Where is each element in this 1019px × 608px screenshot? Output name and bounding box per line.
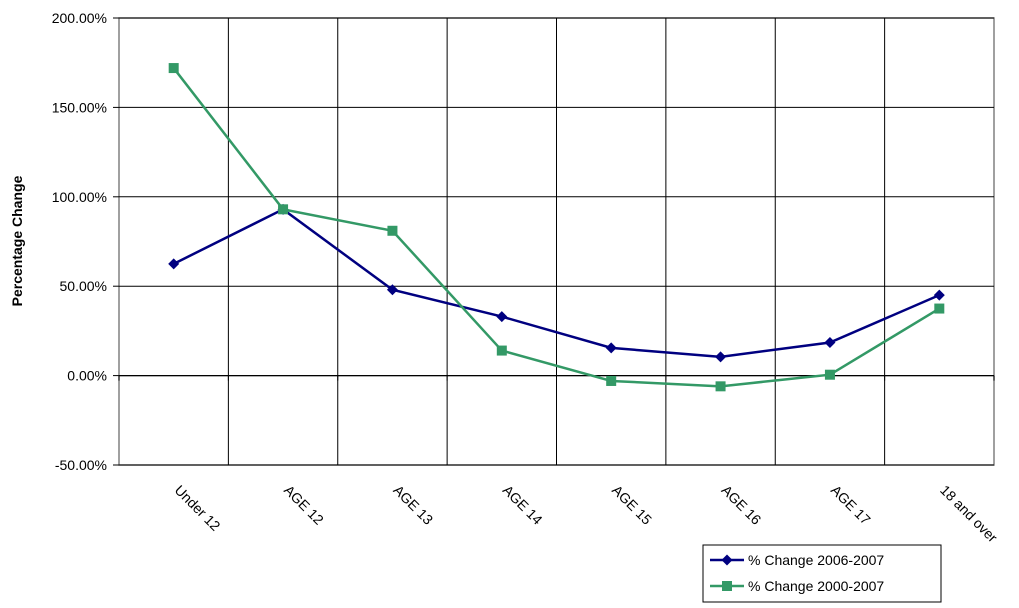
- x-tick-label: AGE 14: [500, 482, 546, 528]
- data-point: [824, 337, 836, 349]
- x-tick-label: AGE 16: [718, 482, 764, 528]
- y-tick-label: 200.00%: [52, 10, 107, 26]
- legend: % Change 2006-2007 % Change 2000-2007: [702, 544, 942, 603]
- x-tick-label: AGE 12: [281, 482, 327, 528]
- data-point: [715, 381, 726, 392]
- x-axis-ticks: Under 12 AGE 12 AGE 13 AGE 14 AGE 15 AGE 16 AG…: [172, 482, 1001, 546]
- data-point: [605, 342, 617, 354]
- data-point: [715, 351, 727, 363]
- data-point: [606, 375, 617, 386]
- data-point: [933, 289, 945, 301]
- y-tick-label: 100.00%: [52, 189, 107, 205]
- y-axis-ticks: 200.00% 150.00% 100.00% 50.00% 0.00% -50.00%: [52, 10, 107, 473]
- grid: [113, 17, 995, 466]
- data-point: [168, 63, 179, 74]
- data-point: [934, 303, 945, 314]
- data-point: [824, 369, 835, 380]
- y-tick-label: 150.00%: [52, 99, 107, 115]
- x-tick-label: Under 12: [172, 482, 224, 534]
- y-tick-label: 0.00%: [67, 368, 107, 384]
- series-line: [173, 207, 940, 359]
- y-tick-label: 50.00%: [60, 278, 107, 294]
- data-point: [387, 225, 398, 236]
- legend-box: [702, 544, 942, 603]
- data-point: [496, 311, 508, 323]
- data-point: [386, 284, 398, 296]
- series-line: [172, 67, 940, 388]
- legend-label: % Change 2000-2007: [748, 578, 884, 594]
- x-tick-label: AGE 13: [390, 482, 436, 528]
- series-2: [168, 63, 945, 392]
- y-axis-title: Percentage Change: [9, 175, 25, 306]
- x-tick-label: 18 and over: [937, 482, 1001, 546]
- legend-swatch-marker: [721, 554, 733, 566]
- data-point: [168, 258, 180, 270]
- x-tick-label: AGE 17: [828, 482, 874, 528]
- y-tick-label: -50.00%: [55, 457, 107, 473]
- legend-label: % Change 2006-2007: [748, 552, 884, 568]
- data-point: [278, 204, 289, 215]
- series-lines: [168, 63, 945, 392]
- x-tick-label: AGE 15: [609, 482, 655, 528]
- legend-swatch-marker: [722, 581, 732, 591]
- data-point: [496, 345, 507, 356]
